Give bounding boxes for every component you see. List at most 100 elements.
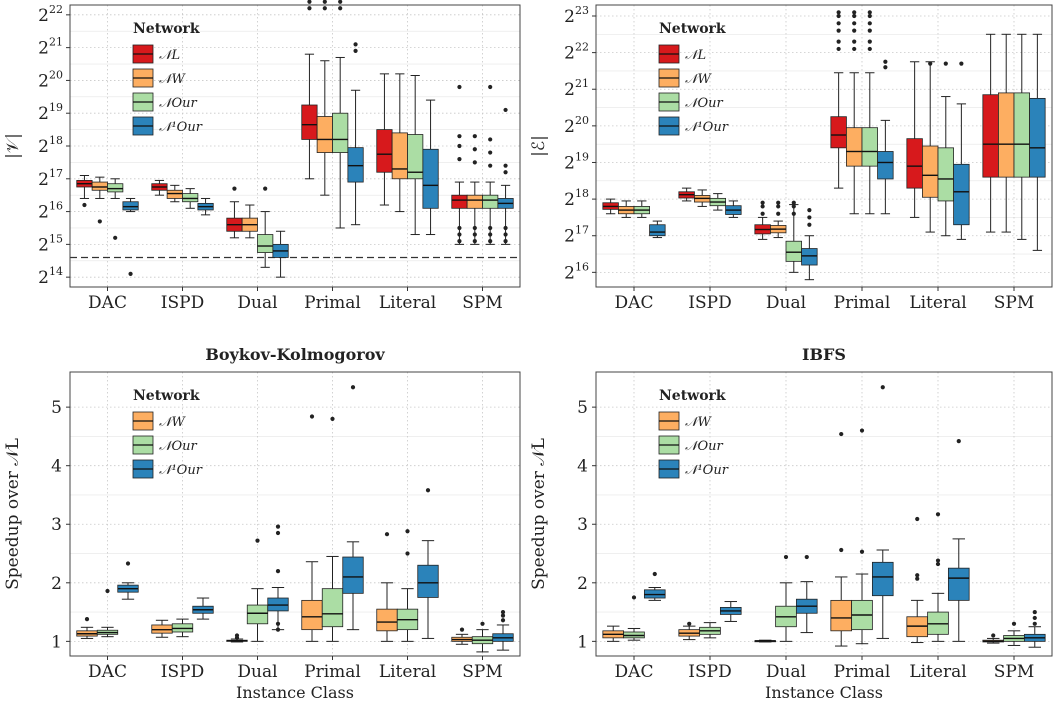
x-tick-label: Primal <box>304 293 361 313</box>
legend-label: 𝒩¹Our <box>159 120 203 135</box>
x-tick-label: ISPD <box>688 662 731 682</box>
box-DAC-N_Our1 <box>122 197 139 276</box>
legend: Network 𝒩L 𝒩W 𝒩Our 𝒩¹Our <box>132 21 203 136</box>
outlier-point <box>959 61 964 66</box>
outlier-point <box>275 627 281 632</box>
x-tick-label: Primal <box>834 293 891 313</box>
y-tick-label: 219 <box>38 101 63 124</box>
box-SPM-N_W <box>466 134 483 245</box>
chart-title: Boykov-Kolmogorov <box>205 345 385 364</box>
outlier-point <box>503 163 508 168</box>
outlier-point <box>867 39 872 44</box>
series-N_Our <box>623 428 1025 646</box>
outlier-point <box>457 143 462 149</box>
outlier-point <box>105 588 110 594</box>
box-Literal-N_Our1 <box>953 61 970 240</box>
outlier-point <box>1011 621 1017 626</box>
x-axis-label: Instance Class <box>236 683 354 702</box>
legend-item-N_L: 𝒩L <box>132 44 180 64</box>
outlier-point <box>472 134 477 139</box>
outlier-point <box>500 609 506 615</box>
outlier-point <box>275 524 281 529</box>
plot-frame <box>69 371 521 657</box>
outlier-point <box>867 28 872 33</box>
box-Dual-N_W <box>241 204 258 239</box>
legend-item-N_Our: 𝒩Our <box>132 92 197 112</box>
series-N_Our1 <box>649 33 1046 281</box>
box-DAC-N_Our <box>96 588 119 638</box>
outlier-point <box>384 532 390 537</box>
outlier-point <box>307 0 312 4</box>
outlier-point <box>503 238 508 244</box>
outlier-point <box>338 6 343 11</box>
outlier-point <box>852 10 857 15</box>
legend-title: Network <box>659 388 726 404</box>
outlier-point <box>807 207 812 213</box>
outlier-point <box>839 431 844 437</box>
box-ISPD-N_Our1 <box>197 197 214 216</box>
legend-label: 𝒩W <box>159 415 186 430</box>
series-N_L <box>602 10 999 240</box>
outlier-point <box>472 238 477 244</box>
outlier-point <box>500 613 506 618</box>
outlier-point <box>935 512 941 517</box>
outlier-point <box>425 488 431 493</box>
box-Dual-N_W <box>754 639 777 643</box>
outlier-point <box>82 202 87 208</box>
outlier-point <box>776 204 781 209</box>
box-DAC-N_Our1 <box>649 220 666 239</box>
legend-item-N_Our1: 𝒩¹Our <box>132 116 203 136</box>
box-SPM-N_Our1 <box>492 609 514 651</box>
outlier-point <box>652 571 657 577</box>
outlier-point <box>275 530 281 536</box>
box-DAC-N_Our <box>623 595 645 641</box>
y-tick-label: 219 <box>564 150 589 173</box>
legend: Network 𝒩W 𝒩Our 𝒩¹Our <box>658 388 729 479</box>
box-Dual-N_Our <box>257 186 274 268</box>
outlier-point <box>459 627 465 632</box>
box-Dual-N_Our1 <box>795 554 818 634</box>
box-Primal-N_Our <box>321 416 344 642</box>
x-tick-label: DAC <box>88 662 127 682</box>
legend-label: 𝒩Our <box>159 96 197 111</box>
y-tick-label: 3 <box>577 515 588 535</box>
outlier-point <box>852 39 857 44</box>
x-tick-label: DAC <box>615 662 654 682</box>
outlier-point <box>915 573 920 578</box>
legend-label: 𝒩W <box>685 72 712 87</box>
outlier-point <box>488 232 493 237</box>
x-tick-label: ISPD <box>161 662 204 682</box>
outlier-point <box>852 28 857 33</box>
outlier-point <box>472 160 477 165</box>
outlier-point <box>631 595 637 600</box>
outlier-point <box>232 186 237 191</box>
box-Literal-N_W <box>391 73 408 213</box>
outlier-point <box>275 568 281 574</box>
series-N_Our <box>96 416 494 653</box>
y-tick-label: 214 <box>38 265 63 288</box>
y-tick-label: 5 <box>577 398 588 418</box>
outlier-point <box>839 547 844 553</box>
legend-label: 𝒩¹Our <box>685 463 729 478</box>
legend-label: 𝒩¹Our <box>685 120 729 135</box>
outlier-point <box>867 10 872 15</box>
box-SPM-N_L <box>982 33 999 233</box>
outlier-point <box>488 137 493 142</box>
box-ISPD-N_Our1 <box>719 601 742 622</box>
y-tick-label: 222 <box>564 41 589 64</box>
legend-label: 𝒩W <box>159 72 186 87</box>
chart-panel-1: 214 215 216 217 218 219 220 221 222 DAC ISPD Dual Pr… <box>3 0 521 313</box>
outlier-point <box>776 211 781 216</box>
box-SPM-N_W <box>998 33 1015 233</box>
series-N_W <box>618 10 1015 239</box>
outlier-point <box>991 633 996 638</box>
outlier-point <box>234 633 240 638</box>
outlier-point <box>859 549 865 554</box>
box-Literal-N_L <box>906 61 923 218</box>
outlier-point <box>503 232 508 237</box>
outlier-point <box>852 13 857 19</box>
legend-item-N_L: 𝒩L <box>658 44 706 64</box>
box-SPM-N_L <box>451 84 468 245</box>
outlier-point <box>915 576 920 581</box>
box-Literal-N_Our1 <box>422 99 439 236</box>
